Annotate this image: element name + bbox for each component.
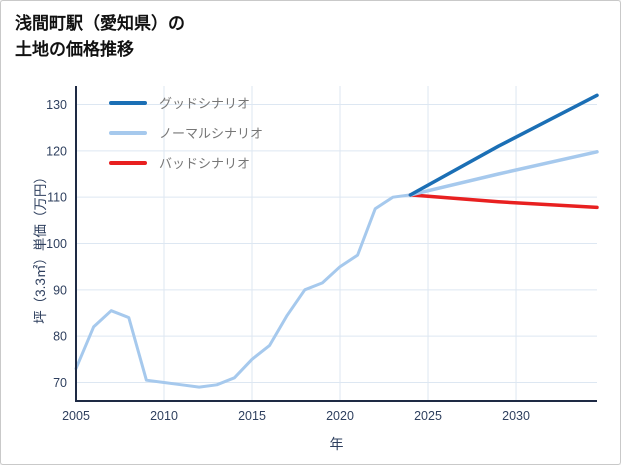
legend-label: バッドシナリオ — [159, 156, 251, 171]
legend-swatch-line-icon — [109, 100, 147, 105]
y-tick-label: 100 — [46, 237, 67, 251]
x-tick-label: 2020 — [326, 409, 354, 423]
y-axis-title: 坪（3.3㎡）単価（万円） — [33, 170, 48, 324]
page-title-line2: 土地の価格推移 — [15, 39, 134, 59]
x-tick-label: 2015 — [238, 409, 266, 423]
series-line-bad — [408, 193, 599, 210]
y-tick-label: 90 — [53, 283, 67, 297]
x-tick-label: 2005 — [62, 409, 90, 423]
legend-label: ノーマルシナリオ — [159, 126, 264, 141]
page-title-line1: 浅間町駅（愛知県）の — [15, 14, 185, 33]
legend-item-2: バッドシナリオ — [109, 153, 263, 172]
x-tick-label: 2025 — [414, 409, 442, 423]
x-axis-title: 年 — [329, 436, 344, 452]
series-line-historical — [74, 193, 412, 389]
y-tick-label: 130 — [46, 98, 67, 112]
x-tick-label: 2030 — [502, 409, 530, 423]
chart-legend: グッドシナリオ ノーマルシナリオ バッドシナリオ — [109, 93, 263, 172]
y-tick-label: 80 — [53, 330, 67, 344]
page-title: 浅間町駅（愛知県）の 土地の価格推移 — [15, 11, 185, 62]
y-tick-label: 120 — [46, 144, 67, 158]
legend-item-1: ノーマルシナリオ — [109, 123, 263, 142]
legend-swatch-line-icon — [109, 160, 147, 165]
series-line-normal — [408, 150, 599, 197]
x-tick-label: 2010 — [150, 409, 178, 423]
y-tick-label: 70 — [53, 376, 67, 390]
series-line-good — [408, 93, 599, 197]
y-tick-label: 110 — [47, 191, 67, 205]
legend-item-0: グッドシナリオ — [109, 93, 263, 112]
legend-label: グッドシナリオ — [159, 96, 251, 111]
legend-swatch-line-icon — [109, 130, 147, 135]
